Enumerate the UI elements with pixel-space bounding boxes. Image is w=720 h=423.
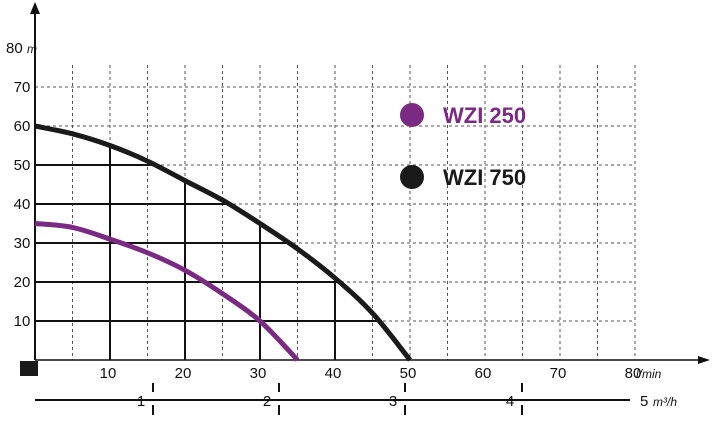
legend-swatch xyxy=(400,165,424,189)
legend-label: WZI 750 xyxy=(443,165,526,190)
chart-operating-grid xyxy=(35,145,379,360)
x-tick-label: 70 xyxy=(550,365,567,382)
series-line-wzi-250 xyxy=(34,221,300,362)
secondary-axis-tick-label: 4 xyxy=(506,393,514,410)
secondary-axis-tick-label: 5 xyxy=(640,393,648,410)
y-axis-unit: m xyxy=(27,42,37,56)
y-tick-label: 60 xyxy=(14,118,31,135)
secondary-axis-tick-label: 3 xyxy=(389,393,397,410)
x-tick-label: 50 xyxy=(400,365,417,382)
y-axis-arrow xyxy=(30,2,40,14)
chart-series xyxy=(34,123,412,362)
secondary-axis-tick-label: 1 xyxy=(137,393,145,410)
y-tick-label: 70 xyxy=(14,79,31,96)
x-tick-label: 40 xyxy=(325,365,342,382)
chart-tick-labels: 1 2 3 4 5 m³/h 10 20 30 40 50 60 70 80 m 10 20 30 40 50 60 70… xyxy=(6,40,677,410)
y-axis-top-label: 80 xyxy=(6,40,23,57)
x-tick-label: 10 xyxy=(100,365,117,382)
y-tick-label: 20 xyxy=(14,274,31,291)
y-tick-label: 30 xyxy=(14,235,31,252)
x-tick-label: 80 xyxy=(625,365,642,382)
series-line-wzi-750 xyxy=(34,123,412,362)
secondary-axis-unit: m³/h xyxy=(653,395,677,409)
x-axis-unit: l/min xyxy=(636,367,662,381)
x-tick-label: 60 xyxy=(475,365,492,382)
legend-swatch xyxy=(400,103,424,127)
y-tick-label: 50 xyxy=(14,157,31,174)
chart-axes xyxy=(20,2,710,415)
y-tick-label: 40 xyxy=(14,196,31,213)
origin-marker xyxy=(20,361,38,376)
secondary-axis-tick-label: 2 xyxy=(263,393,271,410)
x-tick-label: 20 xyxy=(175,365,192,382)
y-tick-label: 10 xyxy=(14,313,31,330)
chart-legend: WZI 250 WZI 750 xyxy=(400,103,526,190)
x-axis-arrow xyxy=(698,356,710,364)
x-tick-label: 30 xyxy=(250,365,267,382)
legend-label: WZI 250 xyxy=(443,103,526,128)
